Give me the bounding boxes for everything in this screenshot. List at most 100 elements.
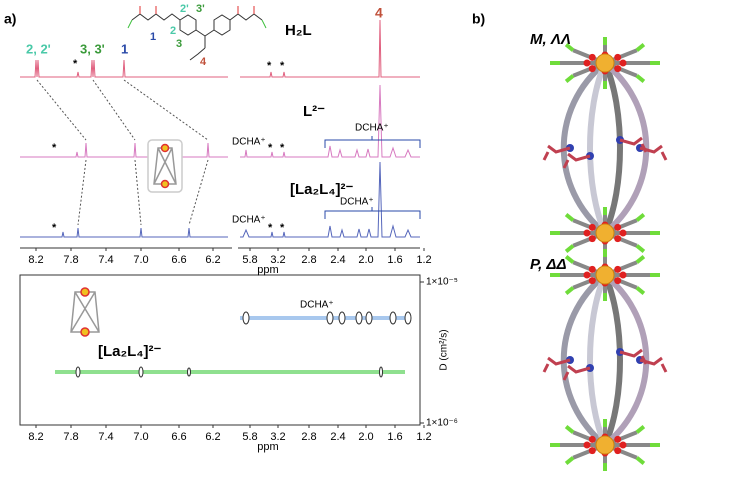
oxygen: [588, 65, 596, 73]
bond: [635, 425, 646, 434]
spectrum-label: L²⁻: [303, 103, 325, 120]
x-tick-label: 7.8: [63, 431, 78, 443]
dosy-frame: [19, 274, 421, 426]
x-axis-label: ppm: [257, 264, 278, 276]
cage-icon: [70, 287, 100, 337]
x-tick-label: 3.2: [270, 431, 285, 443]
bond: [564, 74, 575, 83]
boc-group: [562, 152, 591, 169]
peak-label: 1: [121, 41, 128, 56]
dosy-label: [La₂L₄]²⁻: [98, 343, 161, 360]
peak-label: *: [280, 142, 285, 154]
y-axis-label: D (cm²/s): [439, 329, 450, 370]
peak-label: *: [280, 60, 285, 72]
ligand-strand: [602, 272, 623, 448]
oxygen: [588, 235, 596, 243]
peak-label: *: [268, 222, 273, 234]
ligand-strand: [560, 272, 608, 448]
oxygen: [614, 265, 622, 273]
oxygen: [614, 223, 622, 231]
x-tick-label: 1.6: [387, 431, 402, 443]
oxygen: [588, 265, 596, 273]
panel-label: b): [472, 11, 485, 27]
structure-label: M, ΛΛ: [530, 31, 571, 48]
molecular-structure: [542, 37, 668, 259]
bond: [635, 255, 646, 264]
boc-group: [542, 356, 571, 373]
x-tick-label: 7.4: [98, 431, 113, 443]
peak-label: 3, 3': [80, 41, 105, 56]
peak-label: *: [267, 60, 272, 72]
ligand-label: 4: [200, 56, 207, 68]
ligand-label: 3': [196, 3, 205, 15]
boc-group: [619, 348, 648, 365]
oxygen: [614, 65, 622, 73]
peak-label: 4: [375, 5, 383, 21]
boc-group: [619, 136, 648, 153]
oxygen: [614, 235, 622, 243]
x-tick-label: 2.8: [301, 254, 316, 266]
spectra: [20, 19, 420, 238]
x-tick-label: 8.2: [28, 254, 43, 266]
lanthanum: [595, 53, 615, 73]
x-tick-label: 2.4: [330, 431, 345, 443]
peak-label: *: [73, 58, 78, 70]
oxygen: [583, 441, 591, 449]
ligand-label: 1: [150, 31, 156, 43]
molecular-structure: [542, 249, 668, 471]
oxygen: [583, 59, 591, 67]
bond: [564, 244, 575, 253]
ligand-strand: [587, 272, 608, 448]
peak-label: DCHA⁺: [355, 123, 389, 134]
bond: [635, 74, 646, 83]
oxygen: [588, 223, 596, 231]
peak-label: *: [268, 142, 273, 154]
y-tick-label: 1×10⁻⁵: [426, 277, 458, 288]
oxygen: [588, 447, 596, 455]
lanthanum: [595, 435, 615, 455]
x-tick-label: 2.8: [301, 431, 316, 443]
oxygen: [619, 441, 627, 449]
x-tick-label: 1.6: [387, 254, 402, 266]
x-tick-label: 2.4: [330, 254, 345, 266]
peak-label: DCHA⁺: [340, 197, 374, 208]
y-tick-label: 1×10⁻⁶: [426, 418, 458, 429]
x-tick-label: 2.0: [358, 254, 373, 266]
bond: [564, 286, 575, 295]
structure-label: P, ΔΔ: [530, 256, 567, 273]
ligand-strand: [602, 60, 623, 236]
ligand-strand: [602, 60, 650, 236]
bond: [564, 43, 575, 52]
cage-icon: [147, 139, 183, 193]
spectrum-label: H₂L: [285, 22, 312, 39]
oxygen: [583, 271, 591, 279]
contour: [75, 311, 412, 378]
x-tick-label: 6.2: [205, 431, 220, 443]
x-tick-label: 1.2: [416, 254, 431, 266]
oxygen: [583, 229, 591, 237]
bond: [635, 244, 646, 253]
peak-label: *: [52, 142, 57, 154]
lanthanum: [595, 265, 615, 285]
bond: [635, 213, 646, 222]
ligand-label: 2': [180, 3, 189, 15]
bond: [635, 43, 646, 52]
bond: [564, 213, 575, 222]
bond: [564, 255, 575, 264]
bond: [635, 286, 646, 295]
ligand-structure: [127, 6, 267, 61]
panel-label: a): [4, 11, 16, 27]
bracket: [324, 136, 421, 219]
oxygen: [588, 435, 596, 443]
ligand-label: 3: [176, 38, 182, 50]
ligand-strand: [560, 60, 608, 236]
x-tick-label: 2.0: [358, 431, 373, 443]
bond: [564, 425, 575, 434]
x-axis-label: ppm: [257, 441, 278, 453]
x-tick-label: 6.6: [171, 254, 186, 266]
oxygen: [619, 229, 627, 237]
peak-connector: [36, 79, 209, 226]
oxygen: [588, 53, 596, 61]
x-tick-label: 8.2: [28, 431, 43, 443]
x-tick-label: 6.2: [205, 254, 220, 266]
